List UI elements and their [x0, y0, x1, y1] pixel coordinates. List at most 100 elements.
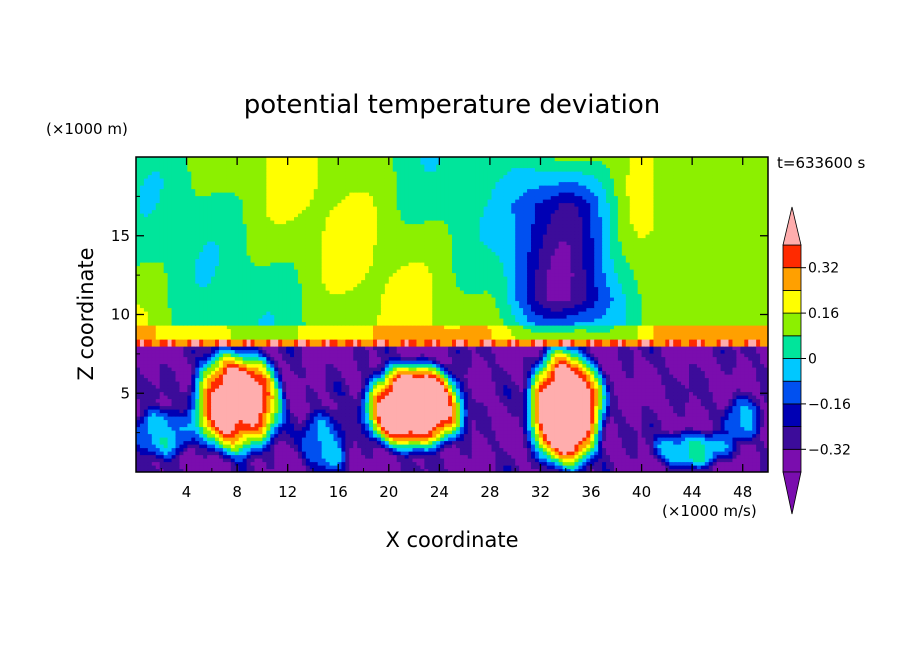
field-cell — [724, 405, 730, 410]
field-cell — [724, 416, 730, 421]
field-cell — [297, 367, 303, 372]
field-cell — [329, 465, 335, 470]
field-cell — [305, 458, 311, 463]
field-cell — [230, 363, 236, 368]
field-cell — [175, 374, 181, 379]
field-cell — [234, 384, 240, 389]
field-cell — [621, 430, 627, 435]
field-cell — [724, 423, 730, 428]
field-cell — [380, 367, 386, 372]
field-cell — [613, 451, 619, 456]
field-cell — [756, 465, 761, 470]
field-cell — [728, 374, 734, 379]
field-cell — [408, 398, 414, 403]
field-cell — [167, 468, 173, 472]
field-cell — [507, 391, 512, 396]
field-cell — [305, 388, 311, 393]
field-cell — [420, 395, 425, 400]
field-cell — [361, 377, 366, 382]
field-cell — [353, 363, 358, 368]
field-cell — [270, 405, 275, 410]
field-cell — [187, 430, 192, 435]
field-cell — [566, 433, 572, 438]
field-cell — [562, 384, 568, 389]
field-cell — [424, 374, 429, 379]
field-cell — [400, 367, 406, 372]
field-cell — [708, 367, 714, 372]
field-cell — [297, 440, 303, 445]
field-cell — [704, 384, 710, 389]
field-cell — [179, 395, 184, 400]
field-cell — [215, 430, 220, 435]
field-cell — [238, 465, 244, 470]
field-cell — [554, 374, 560, 379]
field-cell — [515, 437, 520, 442]
field-cell — [625, 381, 631, 386]
field-cell — [752, 451, 757, 456]
field-cell — [270, 430, 275, 435]
field-cell — [748, 398, 753, 403]
field-cell — [349, 367, 354, 372]
field-cell — [495, 395, 500, 400]
field-cell — [534, 430, 540, 435]
field-cell — [345, 419, 350, 424]
field-cell — [230, 426, 236, 431]
field-cell — [136, 433, 141, 438]
field-cell — [696, 465, 702, 470]
field-cell — [278, 367, 283, 372]
field-cell — [677, 409, 682, 414]
field-cell — [270, 461, 275, 466]
field-cell — [744, 409, 749, 414]
field-cell — [479, 388, 485, 393]
field-cell — [136, 409, 141, 414]
field-cell — [681, 451, 686, 456]
field-cell — [234, 405, 240, 410]
field-cell — [309, 405, 315, 410]
field-cell — [329, 398, 335, 403]
field-cell — [238, 388, 244, 393]
field-cell — [459, 381, 465, 386]
field-cell — [432, 426, 437, 431]
field-cell — [621, 395, 627, 400]
field-cell — [617, 395, 623, 400]
field-cell — [633, 405, 639, 410]
field-cell — [669, 388, 674, 393]
field-cell — [752, 409, 757, 414]
field-cell — [242, 395, 248, 400]
field-cell — [163, 409, 169, 414]
field-cell — [341, 437, 346, 442]
field-cell — [195, 440, 200, 445]
field-cell — [317, 405, 323, 410]
field-cell — [598, 461, 603, 466]
field-cell — [416, 402, 421, 407]
field-cell — [602, 454, 607, 459]
field-cell — [677, 426, 682, 431]
field-cell — [665, 370, 670, 375]
field-cell — [519, 437, 524, 442]
field-cell — [226, 419, 232, 424]
field-cell — [653, 454, 658, 459]
field-cell — [440, 374, 445, 379]
field-cell — [716, 451, 722, 456]
field-cell — [527, 409, 532, 414]
field-cell — [566, 468, 572, 472]
field-cell — [238, 437, 244, 442]
field-cell — [396, 395, 402, 400]
field-cell — [704, 377, 710, 382]
field-cell — [479, 423, 485, 428]
field-cell — [345, 409, 350, 414]
field-cell — [274, 426, 279, 431]
field-cell — [558, 419, 564, 424]
field-cell — [728, 458, 734, 463]
field-cell — [531, 423, 536, 428]
field-cell — [361, 395, 366, 400]
field-cell — [282, 468, 287, 472]
field-cell — [645, 391, 651, 396]
field-cell — [234, 423, 240, 428]
field-cell — [633, 391, 639, 396]
field-cell — [728, 444, 734, 449]
field-cell — [242, 423, 248, 428]
field-cell — [748, 419, 753, 424]
field-cell — [590, 374, 595, 379]
field-cell — [748, 377, 753, 382]
